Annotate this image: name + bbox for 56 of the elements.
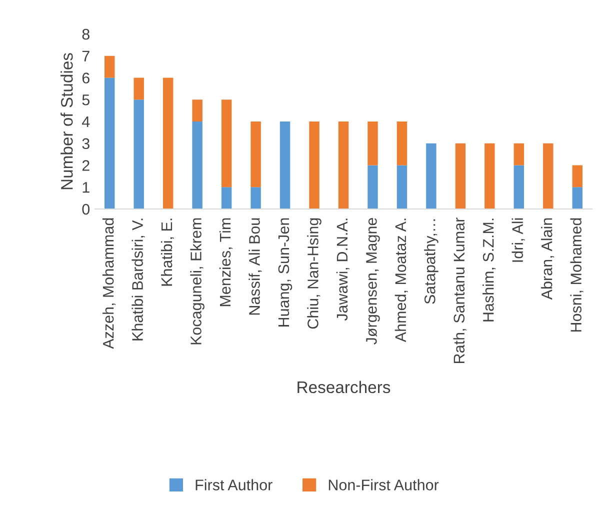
bar (309, 122, 320, 209)
x-tick-label: Abran, Alain (541, 218, 554, 300)
bar (134, 78, 144, 100)
bar (338, 122, 349, 209)
x-tick-label: Menzies, Tim (219, 218, 232, 306)
x-tick-label: Jørgensen, Magne (366, 218, 380, 344)
bar (162, 78, 174, 209)
x-tick-label: Khatibi Bardsiri, V. (132, 218, 145, 340)
x-tick-label: Ahmed, Moataz A. (394, 218, 408, 342)
x-tick-label: Azzeh, Mohammad (102, 218, 116, 349)
bar (104, 56, 115, 78)
bar (514, 165, 524, 209)
y-axis-title: Number of Studies (60, 53, 73, 190)
bar (455, 143, 466, 209)
bar (192, 100, 202, 122)
y-tick-label: 3 (82, 138, 90, 150)
bar (368, 165, 378, 209)
bar (396, 165, 408, 209)
x-tick-label: Chiu, Nan-Hsing (307, 218, 322, 329)
x-axis-title: Researchers (298, 380, 390, 394)
x-tick-label: Rath, Santanu Kumar (453, 218, 466, 363)
x-tick-label: Hosni, Mohamed (570, 218, 584, 332)
x-tick-label: Satapathy,… (424, 219, 438, 304)
x-tick-label: Jawawi, D.N.A. (336, 218, 350, 321)
x-tick-label: Nassif, Ali Bou (248, 218, 262, 315)
bar (426, 143, 436, 209)
bar (368, 122, 378, 166)
bar (396, 122, 408, 166)
bar (104, 78, 115, 209)
x-tick-label: Khatibi, E. (160, 218, 174, 286)
bar (280, 122, 290, 209)
bar (514, 143, 524, 166)
legend-label: First Author (196, 479, 272, 490)
bar (192, 122, 202, 209)
bar (134, 100, 144, 209)
y-tick-label: 2 (82, 160, 90, 171)
y-tick-label: 8 (82, 28, 90, 40)
bar (572, 165, 582, 188)
y-tick-label: 6 (82, 72, 90, 84)
y-tick-label: 1 (82, 182, 90, 193)
legend-label: Non-First Author (328, 479, 439, 490)
bar (221, 187, 232, 209)
y-tick-label: 7 (82, 50, 90, 62)
y-tick-label: 0 (82, 204, 90, 215)
y-tick-label: 5 (82, 94, 90, 106)
x-tick-label: Huang, Sun-Jen (278, 218, 292, 326)
x-tick-label: Kocaguneli, Ekrem (190, 218, 204, 344)
y-tick-label: 4 (82, 116, 90, 128)
bar (250, 187, 261, 209)
bar (221, 100, 232, 188)
bar (543, 143, 554, 209)
x-tick-label: Hashim, S.Z.M. (482, 218, 496, 322)
x-tick-label: Idri, Ali (512, 218, 525, 262)
bar (572, 187, 582, 209)
bar (484, 143, 495, 209)
bar (250, 122, 261, 188)
